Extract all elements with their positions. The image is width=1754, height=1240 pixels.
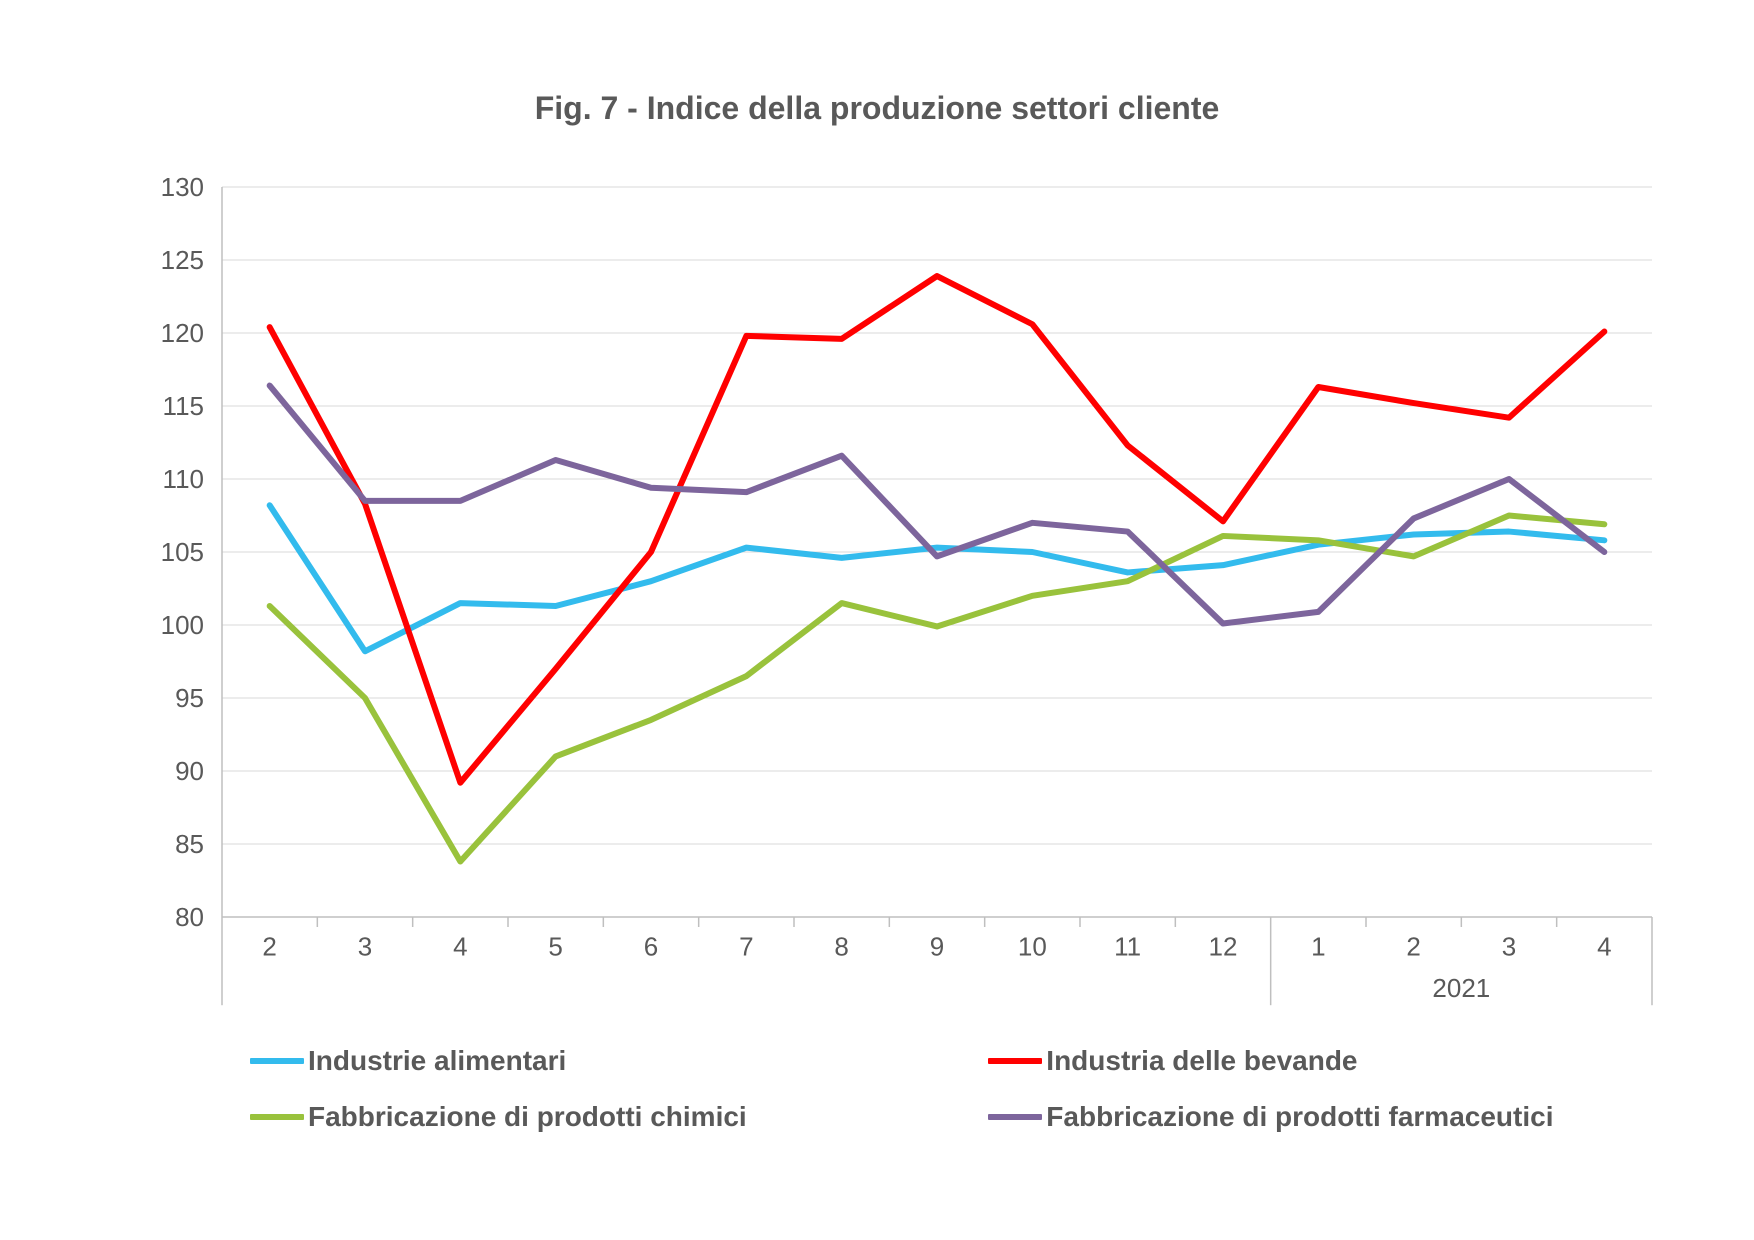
x-tick-label: 8: [834, 932, 848, 962]
y-tick-label: 95: [175, 683, 204, 713]
legend-swatch: [250, 1114, 304, 1120]
x-tick-label: 1: [1311, 932, 1325, 962]
x-tick-label: 11: [1114, 932, 1141, 962]
x-tick-label: 6: [644, 932, 658, 962]
x-tick-label: 12: [1209, 932, 1238, 962]
y-tick-label: 105: [161, 537, 204, 567]
y-tick-label: 115: [163, 391, 204, 421]
x-tick-label: 4: [1597, 932, 1611, 962]
x-tick-label: 2: [1406, 932, 1420, 962]
y-tick-label: 125: [161, 245, 204, 275]
y-tick-label: 80: [175, 902, 204, 932]
legend-swatch: [988, 1058, 1042, 1064]
legend-item-0: Industrie alimentari: [250, 1045, 566, 1077]
y-tick-label: 110: [163, 464, 204, 494]
chart-page: Fig. 7 - Indice della produzione settori…: [0, 0, 1754, 1240]
chart-title: Fig. 7 - Indice della produzione settori…: [90, 90, 1664, 127]
x-tick-label: 9: [930, 932, 944, 962]
legend-item-2: Fabbricazione di prodotti chimici: [250, 1101, 747, 1133]
x-tick-label: 4: [453, 932, 467, 962]
x-tick-label: 3: [358, 932, 372, 962]
x-tick-label: 7: [739, 932, 753, 962]
legend: Industrie alimentari Industria delle beva…: [90, 1045, 1667, 1133]
legend-swatch: [988, 1114, 1042, 1120]
legend-item-3: Fabbricazione di prodotti farmaceutici: [988, 1101, 1553, 1133]
legend-label: Fabbricazione di prodotti chimici: [308, 1101, 747, 1133]
chart-plot-area: 80 85 90 95 100 105 110 115 120 125 130 2 3 4 5 6 7 8 9 10 1…: [92, 157, 1662, 1027]
legend-item-1: Industria delle bevande: [988, 1045, 1357, 1077]
y-tick-label: 120: [161, 318, 204, 348]
x-group-label: 2021: [1432, 973, 1490, 1003]
y-tick-label: 100: [161, 610, 204, 640]
x-tick-label: 3: [1502, 932, 1516, 962]
legend-label: Fabbricazione di prodotti farmaceutici: [1046, 1101, 1553, 1133]
y-tick-label: 85: [175, 829, 204, 859]
legend-swatch: [250, 1058, 304, 1064]
chart-svg: 80 85 90 95 100 105 110 115 120 125 130 2 3 4 5 6 7 8 9 10 1…: [92, 157, 1662, 1027]
y-tick-label: 90: [175, 756, 204, 786]
series-line-2: [270, 516, 1605, 862]
legend-label: Industria delle bevande: [1046, 1045, 1357, 1077]
y-tick-label: 130: [161, 172, 204, 202]
x-tick-label: 10: [1018, 932, 1047, 962]
series-line-3: [270, 386, 1605, 624]
legend-label: Industrie alimentari: [308, 1045, 566, 1077]
x-tick-label: 2: [262, 932, 276, 962]
x-tick-label: 5: [548, 932, 562, 962]
